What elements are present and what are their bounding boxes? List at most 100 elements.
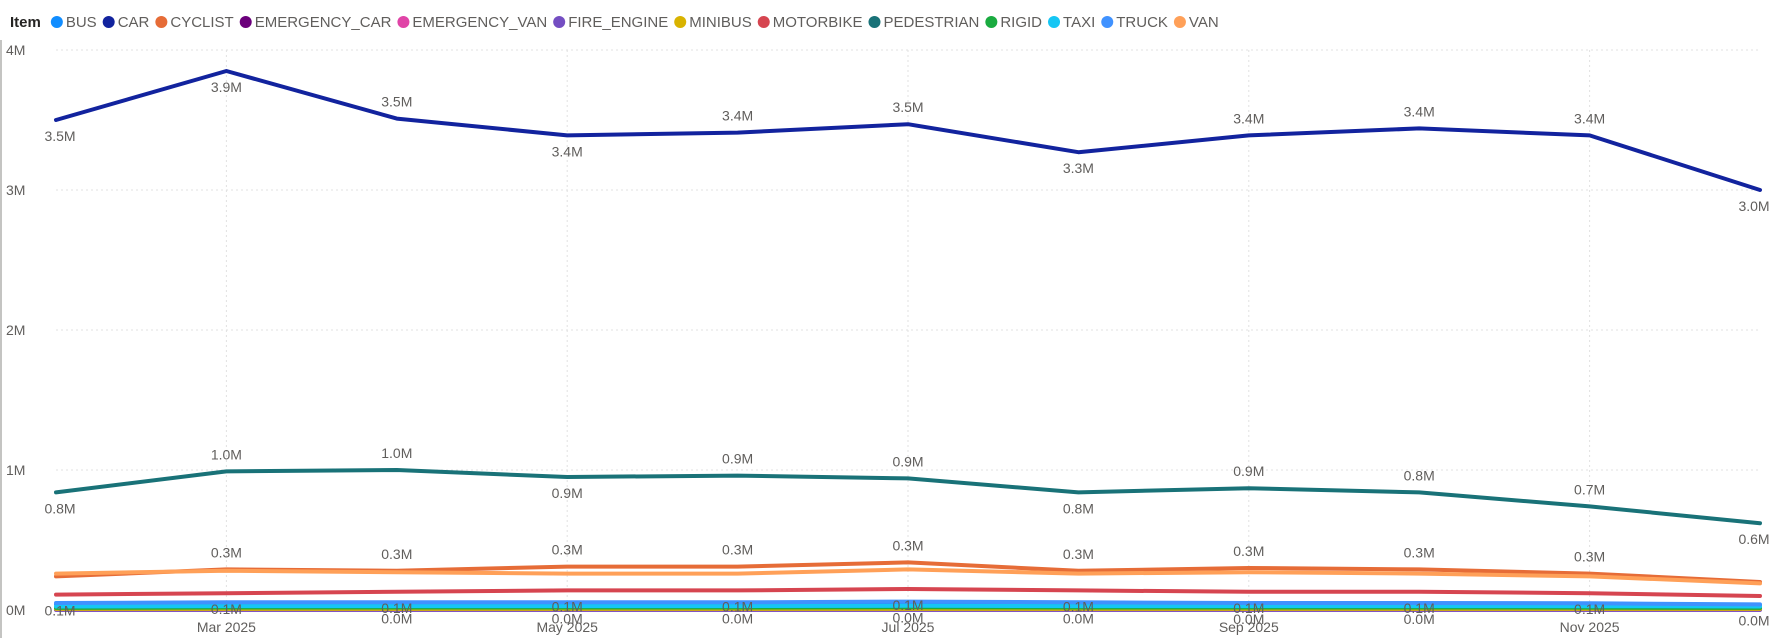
legend-label-car: CAR [118, 14, 150, 31]
legend-marker-bus [50, 16, 63, 28]
legend-item-fire-engine[interactable]: FIRE_ENGINE [553, 14, 668, 31]
data-label-cyclist: 0.3M [892, 537, 923, 553]
x-tick-label: Nov 2025 [1560, 619, 1620, 635]
x-tick-label: Sep 2025 [1219, 619, 1279, 635]
legend-marker-motorbike [757, 16, 770, 28]
legend-label-motorbike: MOTORBIKE [773, 14, 863, 31]
data-label-truck: 0.0M [1404, 611, 1435, 627]
legend-label-truck: TRUCK [1116, 14, 1168, 31]
y-tick-label: 0M [6, 602, 25, 618]
data-label-pedestrian: 0.8M [1063, 500, 1094, 516]
x-tick-label: Jul 2025 [882, 619, 935, 635]
data-label-cyclist: 0.3M [381, 546, 412, 562]
data-label-truck: 0.0M [552, 610, 583, 626]
data-labels: 3.5M 3.9M 3.5M 3.4M 3.4M 3.5M 3.3M 3.4M 3.4M 3.4M… [44, 79, 1769, 628]
legend-label-taxi: TAXI [1063, 14, 1095, 31]
y-tick-label: 1M [6, 462, 25, 478]
data-label-car: 3.9M [211, 79, 242, 95]
data-label-pedestrian: 0.9M [722, 451, 753, 467]
data-label-car: 3.5M [381, 94, 412, 110]
data-label-motorbike: 0.1M [381, 600, 412, 616]
legend-label-van: VAN [1189, 14, 1219, 31]
legend-marker-van [1173, 16, 1186, 28]
legend-marker-rigid [985, 16, 998, 28]
data-label-motorbike: 0.1M [552, 598, 583, 614]
data-label-motorbike: 0.1M [722, 598, 753, 614]
legend-marker-car [102, 16, 115, 28]
series-line-motorbike [54, 587, 1762, 598]
legend-label-cyclist: CYCLIST [170, 14, 233, 31]
series-line-taxi [54, 603, 1762, 609]
data-label-cyclist: 0.3M [211, 544, 242, 560]
series-line-pedestrian [54, 468, 1762, 526]
data-label-car: 3.5M [892, 99, 923, 115]
legend-item-emergency-car[interactable]: EMERGENCY_CAR [239, 14, 392, 31]
x-tick-label: Mar 2025 [197, 619, 256, 635]
data-label-cyclist: 0.3M [1063, 546, 1094, 562]
data-label-truck: 0.0M [892, 610, 923, 626]
data-label-motorbike: 0.1M [1574, 601, 1605, 617]
data-label-car: 3.4M [552, 143, 583, 159]
data-label-pedestrian: 0.8M [1404, 467, 1435, 483]
data-label-cyclist: 0.3M [722, 542, 753, 558]
legend-item-cyclist[interactable]: CYCLIST [155, 14, 234, 31]
data-label-car: 3.3M [1063, 160, 1094, 176]
legend-item-emergency-van[interactable]: EMERGENCY_VAN [397, 14, 547, 31]
data-label-motorbike: 0.1M [1404, 600, 1435, 616]
legend-marker-emergency-car [239, 16, 252, 28]
legend-label-rigid: RIGID [1000, 14, 1042, 31]
series-lines [54, 69, 1762, 612]
data-label-truck: 0.0M [1233, 611, 1264, 627]
legend-item-bus[interactable]: BUS [50, 14, 97, 31]
data-label-car: 3.4M [1233, 110, 1264, 126]
data-label-car: 3.4M [722, 108, 753, 124]
legend-item-van[interactable]: VAN [1173, 14, 1219, 31]
data-label-motorbike: 0.1M [44, 603, 75, 619]
y-tick-label: 2M [6, 322, 25, 338]
legend-label-minibus: MINIBUS [689, 14, 752, 31]
legend-marker-cyclist [155, 16, 168, 28]
legend-marker-pedestrian [868, 16, 881, 28]
legend-item-car[interactable]: CAR [102, 14, 150, 31]
gridlines [56, 49, 1760, 610]
data-label-cyclist: 0.3M [1574, 549, 1605, 565]
data-label-motorbike: 0.1M [1233, 600, 1264, 616]
legend-item-truck[interactable]: TRUCK [1101, 14, 1168, 31]
legend-marker-minibus [674, 16, 687, 28]
data-label-pedestrian: 0.9M [892, 453, 923, 469]
legend-marker-fire-engine [553, 16, 566, 28]
data-label-motorbike: 0.1M [892, 597, 923, 613]
x-axis: Mar 2025 May 2025 Jul 2025 Sep 2025 Nov 2025 [197, 619, 1620, 635]
x-tick-label: May 2025 [536, 619, 598, 635]
data-label-truck: 0.0M [381, 610, 412, 626]
data-label-car: 3.4M [1404, 103, 1435, 119]
legend-item-minibus[interactable]: MINIBUS [674, 14, 752, 31]
series-line-van [54, 567, 1762, 586]
y-tick-label: 3M [6, 182, 25, 198]
data-label-truck: 0.0M [722, 610, 753, 626]
data-label-cyclist: 0.3M [1233, 543, 1264, 559]
legend-label-bus: BUS [66, 14, 97, 31]
legend-marker-taxi [1048, 16, 1061, 28]
data-label-pedestrian: 0.7M [1574, 481, 1605, 497]
data-label-car: 3.4M [1574, 110, 1605, 126]
data-label-pedestrian: 0.9M [552, 485, 583, 501]
data-label-pedestrian: 1.0M [381, 445, 412, 461]
legend-marker-emergency-van [397, 16, 410, 28]
y-axis: 0M 1M 2M 3M 4M [0, 40, 25, 638]
data-label-motorbike: 0.1M [1063, 598, 1094, 614]
data-label-cyclist: 0.3M [1404, 544, 1435, 560]
data-label-pedestrian: 0.6M [1738, 531, 1769, 547]
data-label-pedestrian: 1.0M [211, 446, 242, 462]
legend-item-motorbike[interactable]: MOTORBIKE [757, 14, 863, 31]
legend-item-pedestrian[interactable]: PEDESTRIAN [868, 14, 979, 31]
legend-item-rigid[interactable]: RIGID [985, 14, 1042, 31]
legend-item-taxi[interactable]: TAXI [1048, 14, 1095, 31]
legend-marker-truck [1101, 16, 1114, 28]
data-label-cyclist: 0.3M [552, 542, 583, 558]
data-label-truck: 0.0M [1063, 610, 1094, 626]
data-label-motorbike: 0.1M [211, 601, 242, 617]
series-line-truck [54, 599, 1762, 607]
legend-label-fire-engine: FIRE_ENGINE [568, 14, 668, 31]
